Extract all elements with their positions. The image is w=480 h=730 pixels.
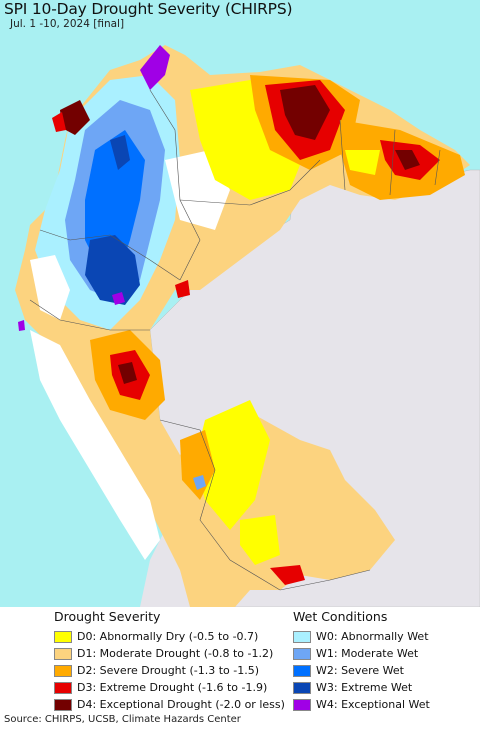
dry-d4-venezuela	[280, 85, 330, 140]
wet-w4-coast	[18, 320, 25, 331]
wet-w2-region	[85, 130, 145, 270]
legend-swatch-d4	[54, 698, 72, 711]
dry-d3-bolivia	[270, 565, 305, 585]
map-title: SPI 10-Day Drought Severity (CHIRPS)	[4, 0, 293, 18]
wet-w3-north	[110, 135, 130, 170]
map-subtitle: Jul. 1 -10, 2024 [final]	[10, 18, 125, 30]
normal-guianas	[345, 150, 380, 175]
wet-legend: Wet Conditions W0: Abnormally Wet W1: Mo…	[293, 607, 430, 713]
legend-swatch-w1	[293, 647, 311, 660]
dry-d3-colombia-east	[175, 280, 190, 298]
wet-w3-region	[85, 235, 140, 305]
legend-swatch-d1	[54, 647, 72, 660]
legend-label-w4: W4: Exceptional Wet	[316, 698, 430, 711]
legend-item-d1: D1: Moderate Drought (-0.8 to -1.2)	[54, 645, 285, 662]
dry-d4-peru	[118, 362, 137, 384]
legend-label-d2: D2: Severe Drought (-1.3 to -1.5)	[77, 664, 260, 677]
legend-label-w0: W0: Abnormally Wet	[316, 630, 429, 643]
drought-legend-heading: Drought Severity	[54, 609, 161, 624]
legend-swatch-w3	[293, 681, 311, 694]
legend-label-w2: W2: Severe Wet	[316, 664, 404, 677]
legend-label-d3: D3: Extreme Drought (-1.6 to -1.9)	[77, 681, 268, 694]
dry-d0-bolivia-south	[240, 515, 280, 565]
legend-item-d0: D0: Abnormally Dry (-0.5 to -0.7)	[54, 628, 285, 645]
dry-d4-panama	[60, 100, 90, 135]
legend-swatch-d2	[54, 664, 72, 677]
legend-item-w4: W4: Exceptional Wet	[293, 696, 430, 713]
drought-legend: Drought Severity D0: Abnormally Dry (-0.…	[54, 607, 285, 713]
legend-swatch-w4	[293, 698, 311, 711]
legend-swatch-d0	[54, 630, 72, 643]
dry-d0-bolivia	[195, 400, 270, 530]
wet-w4-region	[140, 45, 170, 90]
wet-w4-spot	[112, 292, 125, 305]
drought-map	[0, 0, 480, 607]
legend-item-w2: W2: Severe Wet	[293, 662, 430, 679]
dry-d4-guianas	[395, 150, 420, 170]
source-credit: Source: CHIRPS, UCSB, Climate Hazards Ce…	[4, 714, 241, 725]
legend-label-w1: W1: Moderate Wet	[316, 647, 419, 660]
legend-swatch-w2	[293, 664, 311, 677]
legend-label-d0: D0: Abnormally Dry (-0.5 to -0.7)	[77, 630, 259, 643]
legend-item-w1: W1: Moderate Wet	[293, 645, 430, 662]
legend-item-w0: W0: Abnormally Wet	[293, 628, 430, 645]
legend-label-w3: W3: Extreme Wet	[316, 681, 413, 694]
dry-d3-panama	[52, 112, 66, 132]
legend-item-d4: D4: Exceptional Drought (-2.0 or less)	[54, 696, 285, 713]
legend-label-d4: D4: Exceptional Drought (-2.0 or less)	[77, 698, 285, 711]
legend-label-d1: D1: Moderate Drought (-0.8 to -1.2)	[77, 647, 274, 660]
legend-item-d2: D2: Severe Drought (-1.3 to -1.5)	[54, 662, 285, 679]
legend-swatch-w0	[293, 630, 311, 643]
legend-item-w3: W3: Extreme Wet	[293, 679, 430, 696]
legend-swatch-d3	[54, 681, 72, 694]
wet-legend-heading: Wet Conditions	[293, 609, 388, 624]
normal-patch-west	[30, 255, 70, 320]
legend: Drought Severity D0: Abnormally Dry (-0.…	[0, 607, 480, 711]
country-borders	[29, 89, 441, 591]
normal-peru-coast	[30, 330, 160, 560]
legend-item-d3: D3: Extreme Drought (-1.6 to -1.9)	[54, 679, 285, 696]
lake-titicaca	[193, 475, 206, 490]
